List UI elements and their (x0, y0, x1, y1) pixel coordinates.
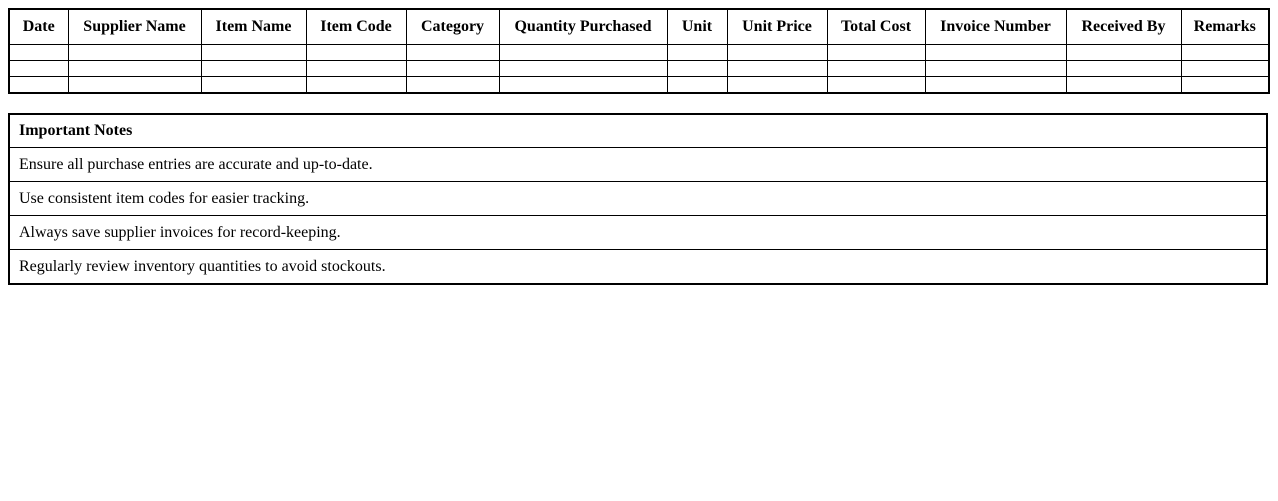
empty-cell (1065, 44, 1182, 61)
empty-cell (405, 60, 500, 77)
empty-cell (498, 76, 668, 94)
empty-cell (200, 60, 307, 77)
column-header-item-code: Item Code (305, 8, 407, 45)
column-header-remarks: Remarks (1180, 8, 1270, 45)
column-header-unit: Unit (666, 8, 728, 45)
purchase-table-empty-row (8, 60, 1270, 77)
empty-cell (67, 44, 202, 61)
note-row: Ensure all purchase entries are accurate… (8, 147, 1268, 182)
empty-cell (67, 60, 202, 77)
note-item: Regularly review inventory quantities to… (8, 249, 1268, 285)
column-header-category: Category (405, 8, 500, 45)
empty-cell (8, 60, 69, 77)
empty-cell (726, 76, 828, 94)
purchase-log-table: Date Supplier Name Item Name Item Code C… (8, 8, 1270, 94)
column-header-supplier-name: Supplier Name (67, 8, 202, 45)
empty-cell (666, 44, 728, 61)
column-header-unit-price: Unit Price (726, 8, 828, 45)
note-row: Use consistent item codes for easier tra… (8, 181, 1268, 216)
empty-cell (305, 44, 407, 61)
column-header-item-name: Item Name (200, 8, 307, 45)
column-header-quantity-purchased: Quantity Purchased (498, 8, 668, 45)
empty-cell (1180, 60, 1270, 77)
column-header-received-by: Received By (1065, 8, 1182, 45)
note-item: Always save supplier invoices for record… (8, 215, 1268, 250)
column-header-total-cost: Total Cost (826, 8, 926, 45)
empty-cell (8, 76, 69, 94)
notes-header-row: Important Notes (8, 113, 1268, 148)
notes-title: Important Notes (8, 113, 1268, 148)
empty-cell (924, 60, 1067, 77)
empty-cell (666, 76, 728, 94)
empty-cell (726, 44, 828, 61)
empty-cell (67, 76, 202, 94)
purchase-table-empty-row (8, 44, 1270, 61)
empty-cell (1180, 76, 1270, 94)
empty-cell (924, 76, 1067, 94)
column-header-date: Date (8, 8, 69, 45)
important-notes-table: Important Notes Ensure all purchase entr… (8, 113, 1268, 285)
empty-cell (498, 60, 668, 77)
empty-cell (200, 76, 307, 94)
empty-cell (8, 44, 69, 61)
note-item: Use consistent item codes for easier tra… (8, 181, 1268, 216)
empty-cell (726, 60, 828, 77)
empty-cell (405, 44, 500, 61)
note-item: Ensure all purchase entries are accurate… (8, 147, 1268, 182)
purchase-table-header-row: Date Supplier Name Item Name Item Code C… (8, 8, 1270, 45)
empty-cell (1065, 76, 1182, 94)
purchase-table-empty-row (8, 76, 1270, 94)
column-header-invoice-number: Invoice Number (924, 8, 1067, 45)
empty-cell (498, 44, 668, 61)
empty-cell (1065, 60, 1182, 77)
empty-cell (826, 76, 926, 94)
empty-cell (924, 44, 1067, 61)
empty-cell (826, 60, 926, 77)
empty-cell (305, 60, 407, 77)
empty-cell (305, 76, 407, 94)
empty-cell (666, 60, 728, 77)
empty-cell (1180, 44, 1270, 61)
empty-cell (405, 76, 500, 94)
empty-cell (826, 44, 926, 61)
note-row: Always save supplier invoices for record… (8, 215, 1268, 250)
note-row: Regularly review inventory quantities to… (8, 249, 1268, 285)
empty-cell (200, 44, 307, 61)
